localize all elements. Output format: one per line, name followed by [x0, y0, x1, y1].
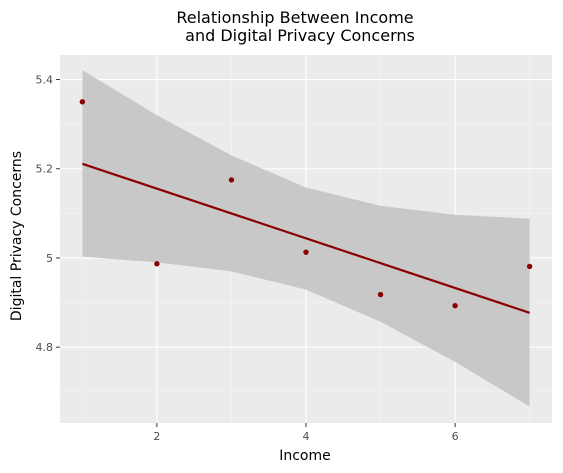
data-point: [452, 302, 458, 309]
chart-title-line-1: Relationship Between Income: [176, 8, 413, 27]
data-point: [377, 291, 384, 298]
y-tick-label: 4.8: [36, 341, 54, 354]
trend-line: [82, 162, 530, 314]
data-point: [228, 177, 235, 183]
scatter-points: [79, 99, 533, 309]
y-tick-label: 5.4: [36, 74, 54, 87]
x-axis: 2 4 6: [153, 423, 459, 443]
data-point: [526, 263, 533, 270]
chart-title-line-2: and Digital Privacy Concerns: [185, 26, 415, 45]
x-axis-title: Income: [279, 448, 331, 464]
trend-line-layer: [82, 162, 530, 314]
y-axis-title: Digital Privacy Concerns: [9, 151, 25, 321]
data-point: [303, 249, 309, 255]
y-tick-label: 5.2: [36, 163, 54, 176]
data-point: [79, 99, 86, 105]
y-axis: 4.8 5 5.2 5.4: [36, 74, 60, 354]
y-tick-label: 5: [46, 252, 53, 265]
data-point: [154, 261, 160, 267]
x-tick-label: 4: [303, 430, 310, 443]
x-tick-label: 6: [452, 430, 459, 443]
x-tick-label: 2: [153, 430, 160, 443]
